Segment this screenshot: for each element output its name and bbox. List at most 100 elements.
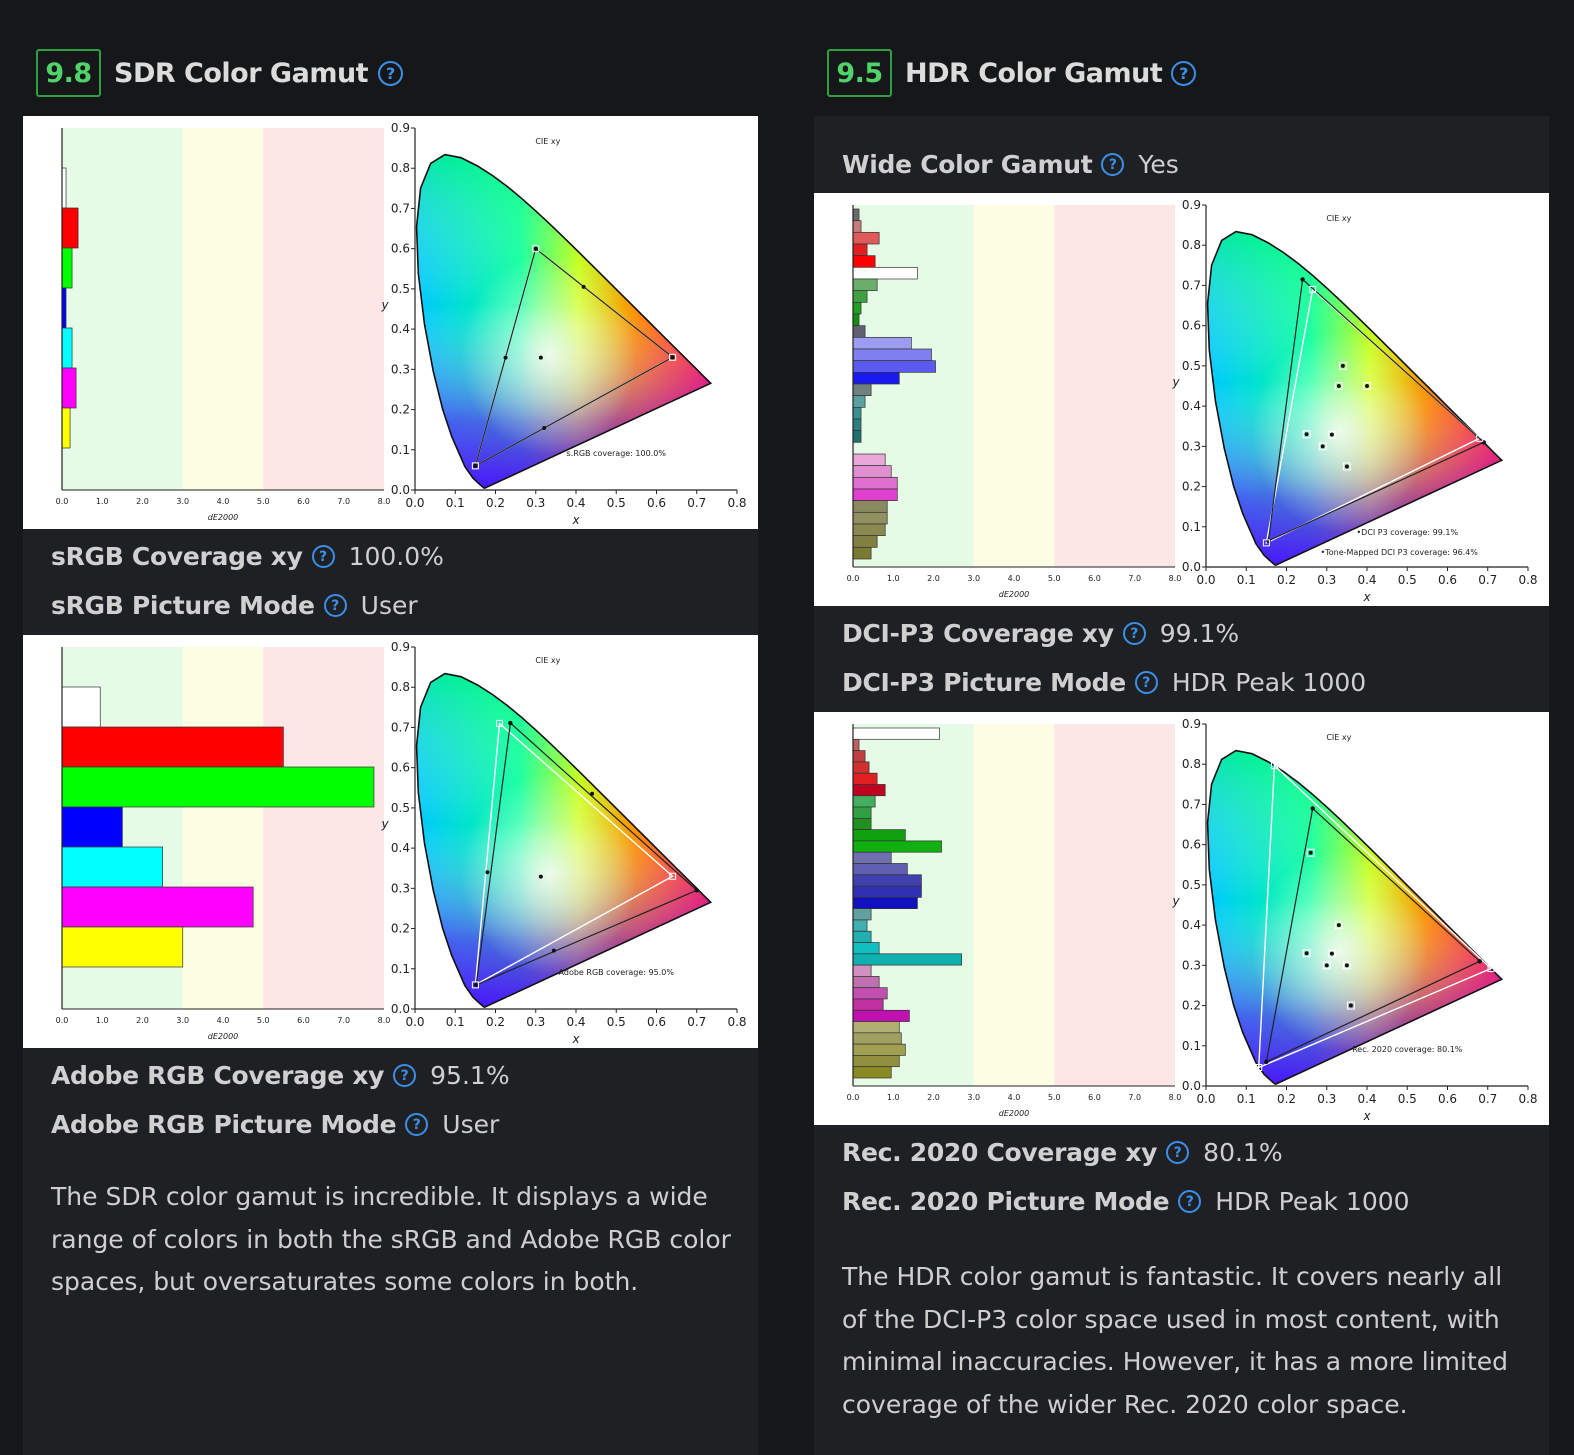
dci-mode-help-icon[interactable]: ? [1134,671,1158,694]
rec-mode-value: HDR Peak 1000 [1215,1187,1410,1216]
cie-y-tick-label-7: 0.7 [391,720,410,734]
cie-x-tick-label-8: 0.8 [727,1015,746,1029]
cie-y-label: y [380,817,389,831]
cie-title: CIE xy [535,656,560,665]
dci-coverage-help-icon[interactable]: ? [1122,622,1146,645]
cie-y-label: y [1171,375,1180,389]
cie-x-tick-label-2: 0.2 [486,496,505,510]
sample-point-3 [1344,963,1349,968]
de-bar-3 [852,243,868,257]
measured-point-2 [473,463,478,469]
bar-tick-4: 4.0 [1008,574,1021,583]
de-bar-1 [61,726,284,768]
de-bar-10 [852,325,866,338]
cie-x-label: x [1362,1109,1371,1123]
cie-x-tick-label-0: 0.0 [405,1015,424,1029]
cie-y-tick-label-1: 0.1 [391,443,410,457]
bar-tick-0: 0.0 [847,574,860,583]
adobe-mode-value: User [442,1110,500,1139]
srgb-mode-row: sRGB Picture Mode ? User [51,591,418,620]
cie-x-tick-label-6: 0.6 [1438,1092,1457,1106]
sample-point-2 [1324,963,1329,968]
de-bar-19 [852,942,880,955]
cie-x-tick-label-7: 0.7 [1478,573,1497,587]
de-bar-0 [852,727,940,740]
dci-mode-value: HDR Peak 1000 [1171,668,1367,697]
srgb-mode-help-icon[interactable]: ? [323,594,347,617]
bar-tick-5: 5.0 [1048,574,1061,583]
measured-point-1 [1300,277,1305,282]
rec-mode-help-icon[interactable]: ? [1178,1190,1202,1213]
target-point-0 [669,872,677,880]
sample-point-0 [538,874,543,879]
cie-x-tick-label-1: 0.1 [1237,573,1256,587]
sample-point-1 [503,355,508,360]
cie-y-tick-label-2: 0.2 [1182,999,1201,1013]
cie-y-tick-label-3: 0.3 [391,881,410,895]
hdr-score-badge: 9.5 [827,49,892,97]
de-bar-22 [852,976,880,989]
bar-tick-1: 1.0 [96,1016,109,1025]
de-bar-29 [852,1055,900,1068]
de-bar-9 [852,829,906,842]
coverage-note-2: •Tone-Mapped DCI P3 coverage: 96.4% [1320,548,1478,557]
de-bar-2 [61,766,375,808]
coverage-note: s.RGB coverage: 100.0% [567,449,667,458]
de-bar-28 [852,1043,906,1056]
rec-mode-row: Rec. 2020 Picture Mode ? HDR Peak 1000 [842,1187,1410,1216]
adobe-mode-help-icon[interactable]: ? [405,1113,429,1136]
bar-tick-2: 2.0 [927,1093,940,1102]
hdr-help-icon[interactable]: ? [1171,60,1197,86]
bar-tick-3: 3.0 [967,574,980,583]
target-point-2 [1255,1063,1263,1071]
hdr-color-gamut-card: 9.5 HDR Color Gamut ? Wide Color Gamut ?… [814,30,1549,1455]
cie-x-tick-label-2: 0.2 [486,1015,505,1029]
de-bar-0 [61,167,67,209]
measured-gamut-triangle [475,721,698,986]
cie-x-tick-label-3: 0.3 [1317,1092,1336,1106]
wide-gamut-value: Yes [1138,150,1179,179]
sample-point-0 [1329,951,1334,956]
cie-x-tick-label-3: 0.3 [1317,573,1336,587]
bar-tick-1: 1.0 [887,574,900,583]
cie-y-tick-label-6: 0.6 [1182,319,1201,333]
de-bar-15 [852,897,918,909]
cie-y-tick-label-4: 0.4 [391,841,410,855]
de-bar-9 [852,313,860,327]
rec-coverage-value: 80.1% [1203,1138,1283,1167]
de-bar-18 [852,930,872,943]
cie-x-tick-label-5: 0.5 [607,496,626,510]
cie-y-tick-label-1: 0.1 [391,962,410,976]
cie-y-tick-label-6: 0.6 [391,242,410,256]
sample-point-4 [1336,923,1341,928]
adobe-coverage-help-icon[interactable]: ? [393,1064,417,1087]
bar-tick-8: 8.0 [1169,1093,1182,1102]
cie-x-tick-label-8: 0.8 [1518,573,1537,587]
de-bar-7 [852,290,868,303]
de-bar-29 [852,546,872,560]
cie-x-tick-label-7: 0.7 [687,1015,706,1029]
sample-target-0 [1327,949,1336,958]
bar-tick-4: 4.0 [1008,1093,1021,1102]
cie-x-tick-label-6: 0.6 [647,1015,666,1029]
srgb-coverage-help-icon[interactable]: ? [311,545,335,568]
cie-y-label: y [1171,894,1180,908]
cie-x-tick-label-4: 0.4 [1357,1092,1376,1106]
target-point-0 [669,353,677,361]
de-bar-11 [852,336,912,350]
sample-target-1 [1302,949,1311,958]
sample-target-5 [1334,382,1343,390]
rec-coverage-help-icon[interactable]: ? [1166,1141,1190,1164]
measured-gamut-triangle [1265,807,1481,1063]
de-bar-4 [61,846,163,888]
sample-point-2 [551,948,556,953]
sdr-help-icon[interactable]: ? [378,60,404,86]
de-bar-4 [852,255,876,268]
de-bar-6 [61,407,71,449]
bar-tick-3: 3.0 [176,1016,189,1025]
wide-gamut-help-icon[interactable]: ? [1101,153,1125,176]
dci-mode-label: DCI-P3 Picture Mode [842,668,1126,697]
cie-y-tick-label-7: 0.7 [1182,278,1201,292]
cie-x-tick-label-1: 0.1 [446,1015,465,1029]
dci-mode-row: DCI-P3 Picture Mode ? HDR Peak 1000 [842,668,1366,697]
